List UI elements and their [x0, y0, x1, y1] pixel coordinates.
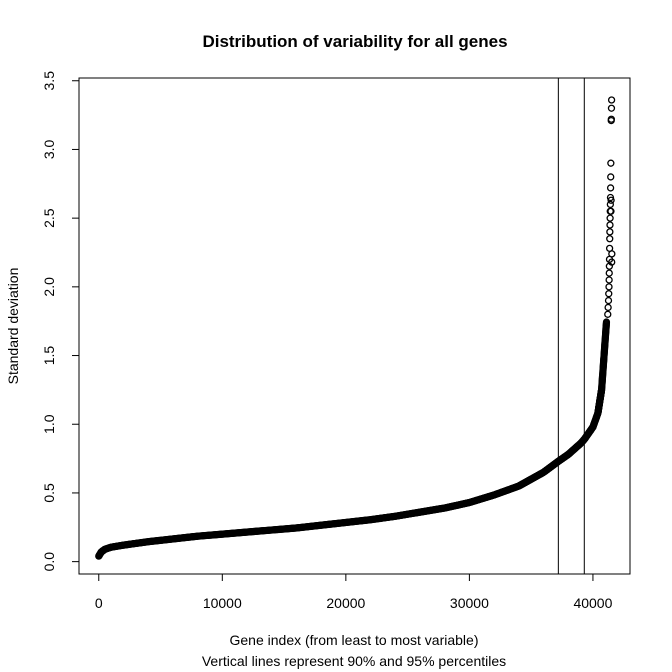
x-tick-label: 20000 [326, 595, 365, 611]
y-tick-label: 0.0 [41, 552, 57, 572]
outlier-point [605, 269, 613, 277]
percentile-lines [557, 78, 585, 574]
y-tick-label: 2.0 [41, 277, 57, 297]
y-tick-label: 1.0 [41, 414, 57, 434]
y-tick-label: 3.5 [41, 71, 57, 91]
x-axis: 0 10000 20000 30000 40000 [95, 573, 613, 611]
x-tick-label: 40000 [573, 595, 612, 611]
outlier-point [605, 290, 613, 298]
y-tick-label: 3.0 [41, 140, 57, 160]
y-axis-label: Standard deviation [5, 268, 21, 385]
outlier-point [606, 214, 614, 222]
outlier-point [608, 250, 616, 258]
x-tick-label: 10000 [203, 595, 242, 611]
chart-title: Distribution of variability for all gene… [202, 32, 507, 51]
y-tick-label: 0.5 [41, 483, 57, 503]
x-tick-label: 30000 [450, 595, 489, 611]
curve-point [602, 318, 611, 326]
outlier-point [606, 200, 615, 209]
x-axis-label: Gene index (from least to most variable) [230, 632, 479, 648]
outlier-point [607, 96, 616, 104]
outlier-point [607, 104, 616, 112]
outlier-point [606, 221, 614, 229]
outlier-point [607, 115, 615, 123]
outlier-point [607, 196, 615, 204]
outlier-point [605, 276, 613, 284]
outlier-point [604, 296, 613, 305]
y-tick-label: 1.5 [41, 346, 57, 366]
outlier-point [607, 173, 615, 181]
plot-frame [78, 77, 631, 575]
x-tick-label: 0 [95, 595, 103, 611]
outlier-point [607, 159, 615, 167]
outlier-point [607, 207, 615, 215]
outlier-point [605, 283, 613, 291]
outlier-point [606, 184, 615, 192]
outlier-point [606, 235, 614, 243]
data-points [95, 96, 616, 560]
outlier-point [604, 303, 612, 312]
y-axis: 0.0 0.5 1.0 1.5 2.0 2.5 3.0 3.5 [41, 71, 80, 572]
outlier-point [608, 258, 616, 266]
y-tick-label: 2.5 [41, 208, 57, 228]
outlier-point [606, 228, 614, 236]
outlier-point [604, 310, 612, 318]
chart-subtitle: Vertical lines represent 90% and 95% per… [202, 653, 506, 669]
